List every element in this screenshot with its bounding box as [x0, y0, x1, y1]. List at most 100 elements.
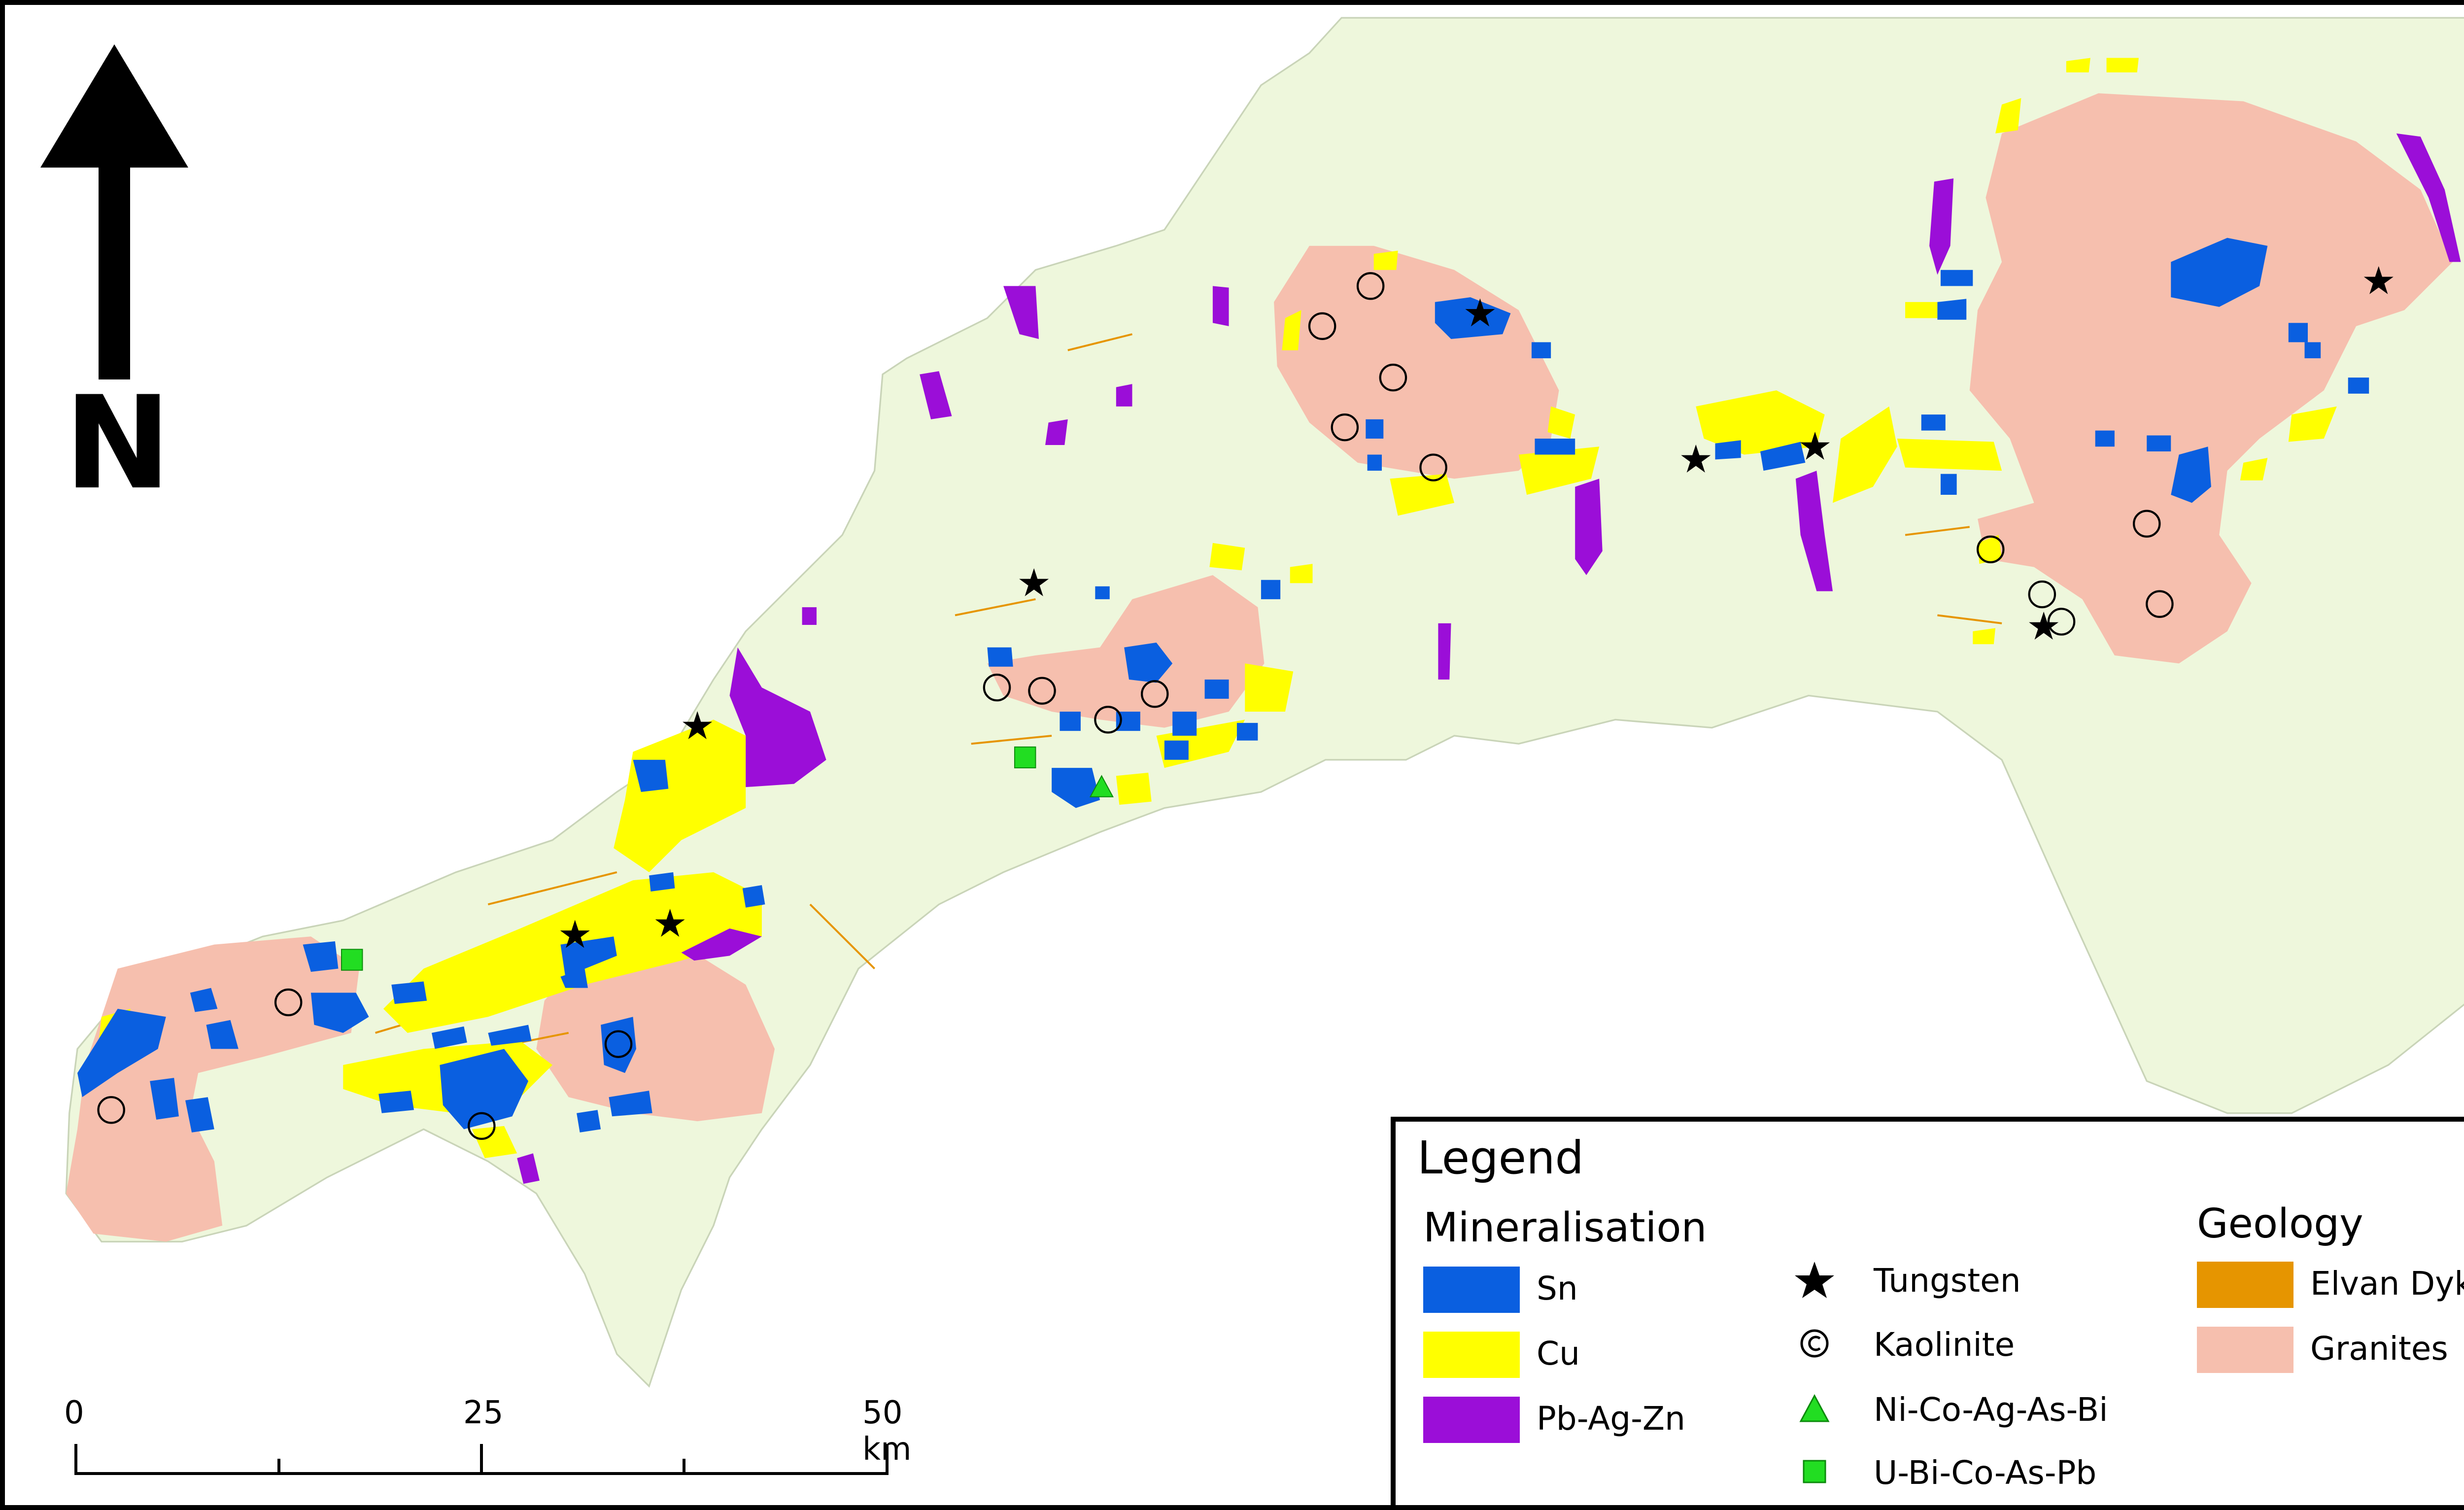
sn-zone — [2147, 435, 2171, 452]
sn-zone — [577, 1110, 601, 1132]
sn-zone — [2304, 342, 2321, 359]
cu-zone — [1978, 535, 2002, 564]
pb-zone — [517, 1153, 540, 1184]
star-icon: ★ — [1798, 424, 1832, 469]
green-square-icon — [1014, 746, 1036, 769]
copyright-circle-icon — [1800, 1329, 1829, 1358]
sn-zone — [601, 1017, 636, 1073]
sn-zone — [1095, 586, 1110, 599]
pb-zone — [1438, 623, 1451, 680]
sn-zone — [2171, 446, 2211, 503]
copyright-circle-icon — [1140, 680, 1169, 708]
cu-zone — [2106, 58, 2139, 72]
pb-zone — [1795, 471, 1833, 591]
cu-zone — [1245, 663, 1294, 712]
copyright-circle-icon — [1028, 677, 1056, 705]
sn-zone — [77, 1008, 166, 1098]
cu-zone — [1905, 302, 1938, 318]
legend-label: Ni-Co-Ag-As-Bi — [1874, 1391, 2108, 1429]
sn-zone — [1940, 474, 1957, 495]
cu-zone — [614, 720, 746, 872]
sn-zone — [560, 968, 588, 988]
copyright-circle-icon — [1331, 413, 1359, 442]
green-triangle-icon — [1089, 775, 1114, 797]
pb-zone — [729, 647, 826, 788]
mineralisation-heading: Mineralisation — [1423, 1204, 1707, 1251]
sn-zone — [1940, 270, 1973, 286]
cu-zone — [1209, 543, 1245, 571]
legend-label: Elvan Dykes — [2310, 1265, 2464, 1303]
pb-zone — [681, 928, 762, 961]
copyright-circle-icon — [468, 1112, 496, 1140]
copyright-circle-icon — [1356, 272, 1385, 300]
pb-zone — [802, 607, 817, 625]
sn-zone — [1116, 712, 1140, 731]
tungsten-markers: ★ ★ ★ ★ ★ ★ ★ ★ ★ — [558, 259, 2396, 957]
cu-zone — [1995, 98, 2021, 134]
legend-label: U-Bi-Co-As-Pb — [1874, 1454, 2097, 1492]
pb-zone — [1003, 286, 1039, 339]
pb-zone — [1929, 178, 1954, 275]
granites-swatch — [2197, 1327, 2293, 1373]
star-icon: ★ — [2361, 259, 2396, 304]
sn-zone — [1124, 642, 1173, 683]
elvan-dykes-swatch — [2197, 1262, 2293, 1308]
sn-zone — [378, 1091, 414, 1113]
sn-zone — [1435, 297, 1511, 339]
pb-ag-zn-swatch — [1423, 1397, 1520, 1443]
copyright-circle-icon — [97, 1096, 125, 1124]
sn-zone — [2095, 430, 2115, 447]
sn-zone — [1164, 740, 1189, 760]
sn-zone — [1531, 342, 1551, 359]
copyright-circle-icon — [1094, 706, 1122, 734]
pb-zone — [1045, 419, 1068, 445]
sn-zone — [1715, 440, 1741, 460]
cu-zone — [1282, 310, 1301, 350]
green-triangle-icon — [1799, 1394, 1830, 1422]
sn-zone — [431, 1026, 467, 1049]
copyright-circle-icon — [274, 988, 303, 1017]
sn-zone — [1204, 679, 1229, 699]
geology-heading: Geology — [2197, 1201, 2363, 1247]
sn-zone — [303, 941, 339, 972]
north-label: N — [64, 369, 171, 518]
sn-zone — [633, 759, 669, 792]
cu-zone — [1696, 390, 1825, 455]
sn-zone — [560, 936, 617, 977]
granite-carnmenellis — [536, 944, 775, 1122]
granite-dartmoor — [1969, 93, 2453, 664]
sn-zone — [649, 872, 675, 892]
cu-zone — [1897, 438, 2002, 471]
sn-zone — [1921, 414, 1946, 431]
sn-zone — [1236, 722, 1258, 741]
pb-ag-zn-layer — [517, 133, 2461, 1184]
sn-zone — [1261, 580, 1281, 599]
sn-zone — [185, 1097, 214, 1132]
green-square-icon — [1803, 1460, 1826, 1483]
copyright-circle-icon — [2132, 510, 2161, 538]
legend-label: Tungsten — [1874, 1262, 2021, 1300]
star-icon: ★ — [1017, 560, 1051, 605]
scale-tick-label: 0 — [64, 1395, 84, 1431]
cu-zone — [1290, 564, 1313, 583]
legend-label: Kaolinite — [1874, 1326, 2015, 1364]
copyright-circle-icon — [983, 673, 1011, 702]
cu-zone — [2240, 458, 2268, 480]
sn-zone — [987, 647, 1013, 667]
sn-zone — [150, 1078, 179, 1120]
pb-zone — [1116, 384, 1132, 407]
pb-zone — [1575, 479, 1603, 575]
sn-zone — [1060, 712, 1081, 731]
sn-zone — [1366, 419, 1384, 439]
sn-zone — [609, 1091, 652, 1117]
pb-zone — [920, 371, 952, 419]
sn-swatch — [1423, 1267, 1520, 1313]
legend-label: Pb-Ag-Zn — [1537, 1400, 1685, 1438]
legend-label: Granites — [2310, 1330, 2448, 1368]
sn-layer — [77, 238, 2369, 1132]
sn-zone — [2348, 378, 2369, 394]
copyright-circle-icon — [1977, 535, 2005, 564]
copyright-circle-icon — [2028, 580, 2056, 609]
scale-tick-label: 25 — [463, 1395, 504, 1431]
